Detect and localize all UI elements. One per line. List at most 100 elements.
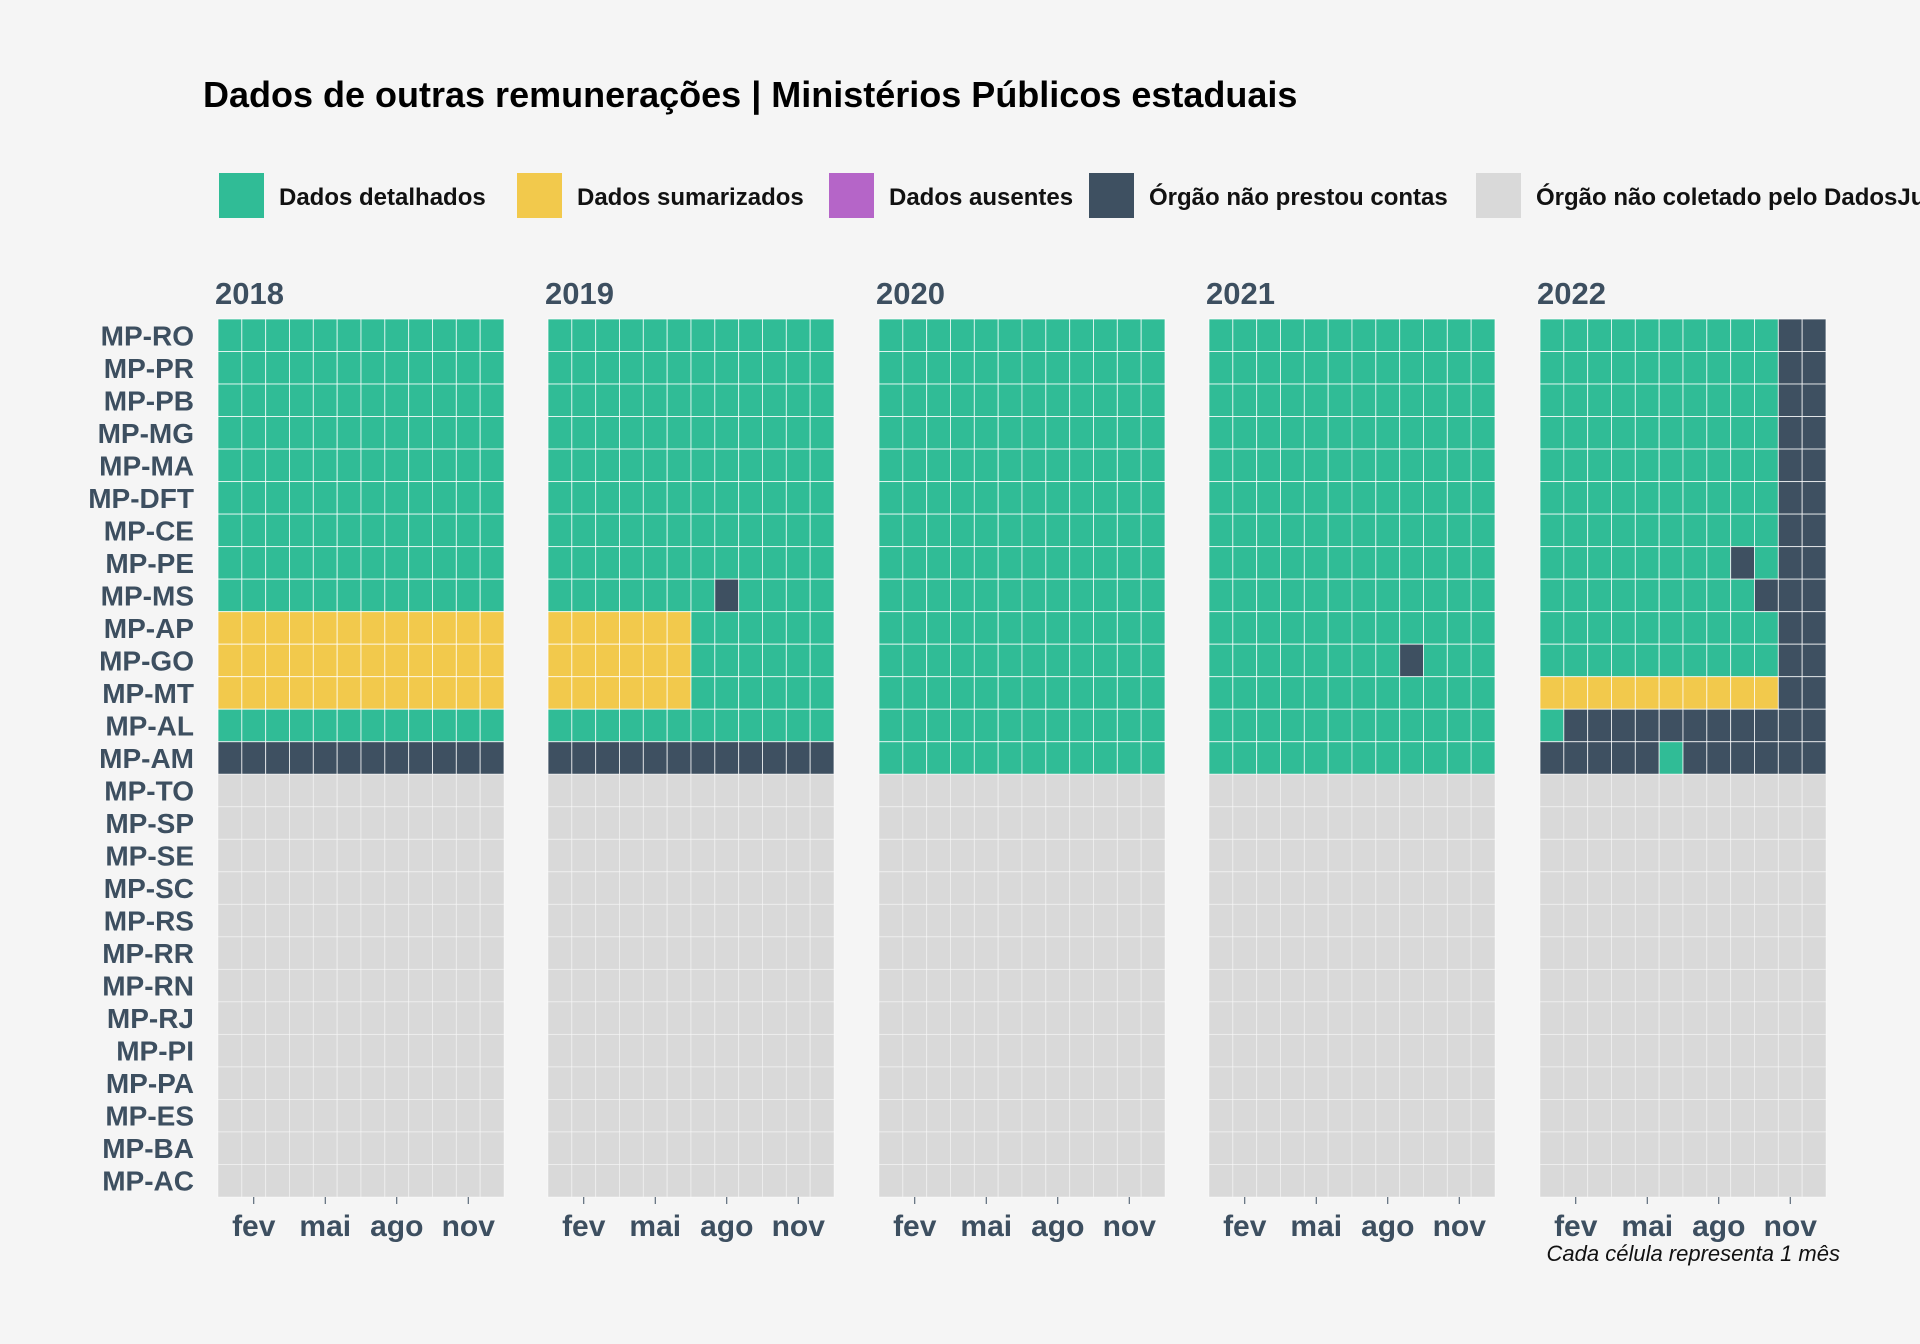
cell-2020-mp-sc-m10 xyxy=(1093,871,1118,905)
cell-2020-mp-rn-m10 xyxy=(1093,968,1118,1003)
cell-2021-mp-ma-m6 xyxy=(1327,448,1353,483)
cell-2018-mp-sp-m1 xyxy=(217,806,243,840)
cell-2021-mp-ms-m8 xyxy=(1375,578,1401,613)
cell-2022-mp-pa-m4 xyxy=(1611,1066,1636,1100)
cell-2022-mp-ma-m5 xyxy=(1634,448,1660,483)
cell-2022-mp-se-m9 xyxy=(1730,838,1755,873)
cell-2020-mp-ac-m10 xyxy=(1093,1164,1118,1198)
cell-2019-mp-mg-m4 xyxy=(619,416,644,450)
cell-2022-mp-pa-m10 xyxy=(1754,1066,1779,1100)
cell-2020-mp-ap-m5 xyxy=(973,611,999,645)
cell-2018-mp-sc-m4 xyxy=(289,871,314,905)
cell-2021-mp-rr-m9 xyxy=(1399,936,1424,970)
cell-2020-mp-ap-m10 xyxy=(1093,611,1118,645)
cell-2019-mp-ma-m10 xyxy=(762,448,787,483)
cell-2018-mp-se-m4 xyxy=(289,838,314,873)
cell-2020-mp-go-m5 xyxy=(973,643,999,678)
cell-2018-mp-rr-m5 xyxy=(312,936,338,970)
y-label-mp-pr: MP-PR xyxy=(104,353,194,384)
cell-2022-mp-rr-m3 xyxy=(1587,936,1612,970)
cell-2020-mp-ms-m3 xyxy=(926,578,951,613)
cell-2021-mp-ma-m10 xyxy=(1423,448,1448,483)
cell-2020-mp-ms-m7 xyxy=(1021,578,1047,613)
cell-2022-mp-mt-m9 xyxy=(1730,676,1755,710)
cell-2019-mp-ap-m12 xyxy=(809,611,835,645)
cell-2018-mp-rn-m2 xyxy=(241,968,267,1003)
cell-2018-mp-rs-m3 xyxy=(265,903,290,938)
cell-2019-mp-sc-m2 xyxy=(571,871,597,905)
cell-2021-mp-mg-m6 xyxy=(1327,416,1353,450)
cell-2019-mp-rj-m8 xyxy=(714,1001,740,1035)
cell-2019-mp-pi-m8 xyxy=(714,1033,740,1068)
x-label-2019-fev: fev xyxy=(562,1210,606,1243)
cell-2022-mp-dft-m1 xyxy=(1539,481,1565,515)
cell-2019-mp-mt-m12 xyxy=(809,676,835,710)
cell-2021-mp-es-m6 xyxy=(1327,1098,1353,1133)
cell-2019-mp-rr-m4 xyxy=(619,936,644,970)
y-label-mp-mg: MP-MG xyxy=(98,418,194,449)
y-label-mp-se: MP-SE xyxy=(105,841,194,872)
cell-2018-mp-pb-m6 xyxy=(336,383,362,418)
cell-2019-mp-sp-m8 xyxy=(714,806,740,840)
cell-2020-mp-pi-m11 xyxy=(1116,1033,1142,1068)
cell-2020-mp-pa-m2 xyxy=(902,1066,928,1100)
cell-2019-mp-to-m4 xyxy=(619,773,644,808)
cell-2018-mp-al-m9 xyxy=(408,708,433,743)
cell-2022-mp-ce-m5 xyxy=(1634,513,1660,548)
cell-2022-mp-rj-m2 xyxy=(1563,1001,1589,1035)
cell-2021-mp-pe-m2 xyxy=(1232,546,1258,580)
cell-2018-mp-sc-m7 xyxy=(360,871,386,905)
cell-2020-mp-pe-m3 xyxy=(926,546,951,580)
cell-2019-mp-ba-m7 xyxy=(690,1131,716,1165)
cell-2019-mp-ms-m11 xyxy=(785,578,811,613)
cell-2021-mp-dft-m4 xyxy=(1280,481,1305,515)
cell-2018-mp-dft-m6 xyxy=(336,481,362,515)
cell-2022-mp-es-m9 xyxy=(1730,1098,1755,1133)
cell-2021-mp-pr-m10 xyxy=(1423,351,1448,385)
cell-2018-mp-sc-m8 xyxy=(384,871,410,905)
cell-2020-mp-ms-m6 xyxy=(997,578,1023,613)
cell-2022-mp-go-m6 xyxy=(1658,643,1684,678)
cell-2020-mp-rj-m9 xyxy=(1069,1001,1094,1035)
cell-2019-mp-pe-m9 xyxy=(738,546,763,580)
cell-2020-mp-ap-m6 xyxy=(997,611,1023,645)
cell-2020-mp-sp-m1 xyxy=(878,806,904,840)
cell-2020-mp-ce-m12 xyxy=(1140,513,1166,548)
cell-2019-mp-se-m5 xyxy=(642,838,668,873)
cell-2020-mp-pa-m8 xyxy=(1045,1066,1071,1100)
cell-2020-mp-sp-m2 xyxy=(902,806,928,840)
cell-2019-mp-ro-m4 xyxy=(619,318,644,352)
cell-2021-mp-dft-m7 xyxy=(1351,481,1377,515)
cell-2021-mp-ba-m8 xyxy=(1375,1131,1401,1165)
cell-2020-mp-ms-m9 xyxy=(1069,578,1094,613)
x-label-2019-nov: nov xyxy=(772,1210,826,1243)
cell-2022-mp-am-m1 xyxy=(1539,741,1565,775)
cell-2019-mp-rs-m10 xyxy=(762,903,787,938)
cell-2020-mp-ro-m12 xyxy=(1140,318,1166,352)
cell-2022-mp-rj-m11 xyxy=(1777,1001,1803,1035)
cell-2019-mp-ap-m4 xyxy=(619,611,644,645)
cell-2019-mp-mt-m7 xyxy=(690,676,716,710)
cell-2020-mp-rn-m1 xyxy=(878,968,904,1003)
cell-2018-mp-ms-m5 xyxy=(312,578,338,613)
cell-2021-mp-rn-m1 xyxy=(1208,968,1234,1003)
cell-2021-mp-ms-m2 xyxy=(1232,578,1258,613)
cell-2020-mp-ro-m4 xyxy=(950,318,975,352)
cell-2022-mp-ac-m6 xyxy=(1658,1164,1684,1198)
cell-2022-mp-rn-m3 xyxy=(1587,968,1612,1003)
cell-2021-mp-pr-m6 xyxy=(1327,351,1353,385)
cell-2018-mp-ce-m7 xyxy=(360,513,386,548)
cell-2020-mp-ma-m10 xyxy=(1093,448,1118,483)
cell-2019-mp-pa-m1 xyxy=(547,1066,573,1100)
cell-2020-mp-to-m2 xyxy=(902,773,928,808)
cell-2022-mp-sc-m3 xyxy=(1587,871,1612,905)
cell-2022-mp-pr-m7 xyxy=(1682,351,1708,385)
cell-2019-mp-go-m4 xyxy=(619,643,644,678)
cell-2018-mp-rs-m9 xyxy=(408,903,433,938)
cell-2021-mp-pr-m1 xyxy=(1208,351,1234,385)
cell-2022-mp-sc-m2 xyxy=(1563,871,1589,905)
cell-2020-mp-rr-m12 xyxy=(1140,936,1166,970)
cell-2021-mp-sp-m7 xyxy=(1351,806,1377,840)
cell-2021-mp-al-m4 xyxy=(1280,708,1305,743)
cell-2021-mp-sp-m4 xyxy=(1280,806,1305,840)
